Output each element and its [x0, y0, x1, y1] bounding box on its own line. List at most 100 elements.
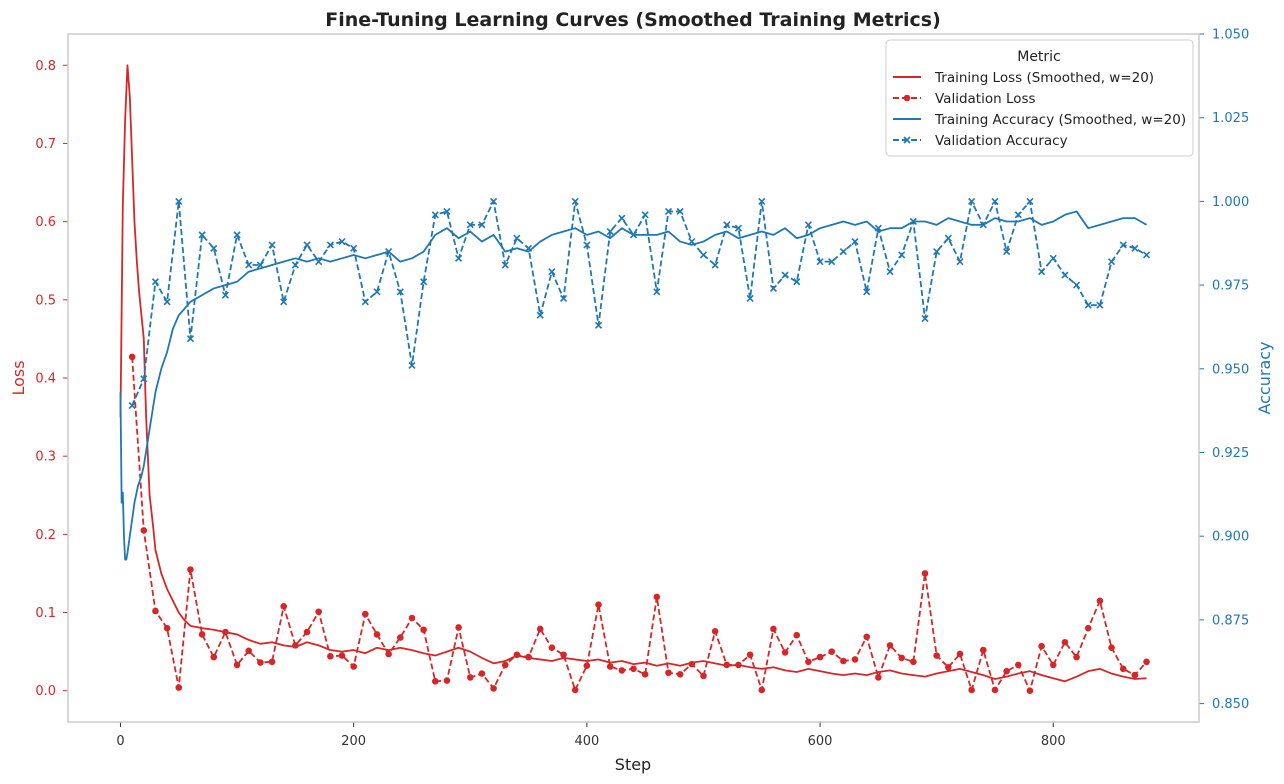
validation-loss-point [455, 624, 462, 631]
validation-accuracy-point [186, 335, 194, 343]
validation-loss-point [397, 634, 404, 641]
validation-loss-point [315, 608, 322, 616]
right-tick-label: 0.950 [1212, 362, 1249, 377]
validation-loss-point [257, 659, 264, 666]
validation-accuracy-point [804, 221, 812, 229]
validation-loss-point [1038, 642, 1045, 650]
legend-label-training-accuracy: Training Accuracy (Smoothed, w=20) [934, 112, 1186, 128]
validation-loss-point [408, 614, 416, 622]
validation-accuracy-point [828, 258, 836, 266]
left-tick-label: 0.8 [35, 59, 56, 74]
validation-loss-point [886, 642, 894, 649]
validation-loss-point [420, 626, 427, 634]
training-accuracy-line [119, 210, 1147, 561]
validation-loss-point [163, 624, 171, 632]
validation-accuracy-point [513, 234, 521, 242]
validation-accuracy-point [1003, 248, 1011, 256]
validation-loss-point [618, 667, 626, 674]
validation-loss-point [222, 628, 229, 636]
validation-loss-point [233, 661, 241, 669]
right-tick-label: 0.975 [1212, 279, 1249, 294]
axes-layer: 0 200 400 600 800 0.0 0.1 0.2 0.3 0.4 0.5 0.6 0.7 0.8… [35, 28, 1249, 750]
validation-accuracy-point [268, 241, 276, 249]
validation-accuracy-point [396, 288, 404, 296]
validation-loss-point [945, 663, 952, 671]
validation-accuracy-point [933, 248, 941, 256]
validation-accuracy-point [1096, 301, 1104, 309]
validation-loss-point [606, 663, 614, 670]
validation-loss-point [536, 625, 544, 633]
validation-accuracy-point [256, 261, 264, 269]
validation-loss-point [1119, 665, 1127, 673]
validation-loss-point [466, 674, 474, 681]
validation-accuracy-point [956, 258, 964, 266]
validation-accuracy-point [455, 254, 463, 262]
validation-loss-point [1143, 658, 1150, 666]
validation-accuracy-point [408, 361, 416, 370]
left-tick-label: 0.4 [35, 372, 56, 387]
validation-accuracy-point [921, 315, 929, 323]
validation-accuracy-point [968, 197, 976, 205]
validation-loss-point [490, 685, 497, 692]
validation-accuracy-point [490, 197, 498, 205]
validation-accuracy-point [583, 241, 591, 249]
validation-accuracy-point [734, 224, 743, 232]
x-tick-label: 400 [574, 734, 599, 749]
validation-loss-point [758, 686, 766, 694]
validation-loss-point [688, 660, 696, 668]
left-tick-label: 0.3 [35, 450, 56, 465]
validation-accuracy-point [851, 238, 859, 246]
validation-loss-point [898, 654, 905, 662]
x-tick-label: 200 [341, 734, 366, 749]
validation-loss-point [303, 628, 311, 636]
validation-loss-point [875, 674, 882, 681]
validation-loss-point [210, 653, 218, 661]
validation-accuracy-point [816, 258, 824, 266]
training-loss-line [119, 64, 1147, 683]
right-tick-label: 1.000 [1212, 195, 1249, 210]
validation-loss-point [1084, 624, 1092, 632]
validation-accuracy-point [758, 197, 766, 205]
validation-loss-point [746, 651, 754, 659]
validation-accuracy-point [991, 197, 999, 205]
validation-loss-point [676, 671, 684, 678]
validation-loss-point [700, 672, 707, 680]
left-tick-label: 0.6 [35, 215, 56, 230]
validation-accuracy-point [699, 251, 708, 259]
validation-accuracy-point [338, 238, 346, 246]
legend-label-validation-loss: Validation Loss [935, 91, 1036, 107]
validation-accuracy-point [1142, 251, 1151, 259]
validation-accuracy-point [594, 321, 603, 329]
validation-accuracy-point [245, 261, 253, 269]
validation-accuracy-point [1107, 258, 1116, 266]
left-axis-label: Loss [9, 360, 28, 395]
legend: Metric Training Loss (Smoothed, w=20) Va… [885, 39, 1194, 157]
validation-loss-point [1026, 687, 1034, 695]
validation-loss-point [723, 661, 731, 669]
validation-accuracy-point [326, 241, 334, 249]
right-tick-label: 1.025 [1212, 111, 1249, 126]
validation-accuracy-point [909, 217, 917, 226]
validation-accuracy-point [431, 211, 439, 219]
validation-accuracy-point [233, 231, 241, 239]
validation-accuracy-point [221, 291, 229, 299]
right-tick-label: 0.850 [1212, 697, 1249, 712]
validation-loss-point [1073, 653, 1080, 661]
validation-loss-point [828, 648, 836, 655]
validation-loss-point [431, 678, 439, 685]
validation-loss-point [735, 661, 742, 669]
validation-accuracy-point [548, 268, 556, 276]
validation-accuracy-point [478, 221, 486, 229]
validation-loss-point [595, 601, 602, 609]
validation-loss-point [292, 642, 299, 649]
validation-loss-point [630, 665, 637, 673]
legend-swatch-validation-loss [893, 94, 921, 102]
validation-loss-point [641, 671, 649, 678]
left-tick-label: 0.1 [35, 606, 56, 621]
validation-loss-point [1061, 638, 1069, 646]
x-axis-label: Step [615, 755, 651, 774]
validation-accuracy-point [781, 271, 789, 279]
validation-loss-point [991, 686, 999, 694]
validation-loss-point [770, 625, 777, 633]
